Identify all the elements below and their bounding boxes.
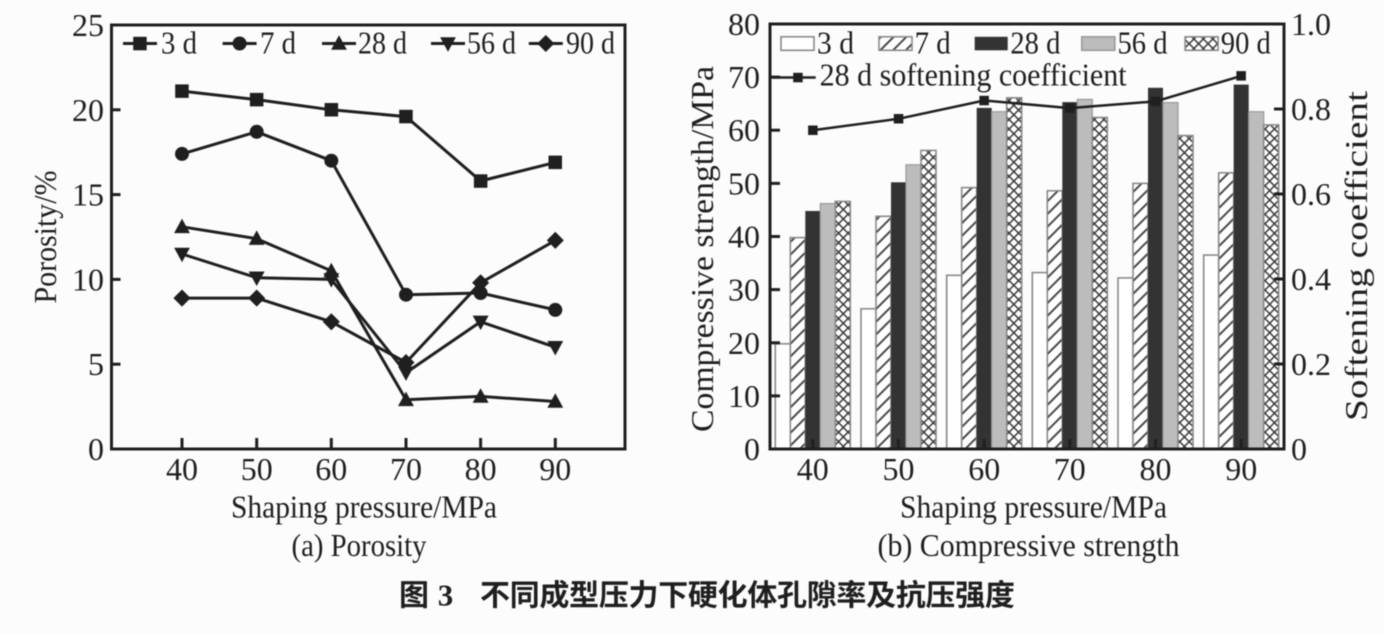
svg-text:3 d: 3 d bbox=[161, 25, 197, 61]
svg-text:70: 70 bbox=[1054, 451, 1086, 487]
svg-text:40: 40 bbox=[166, 451, 198, 487]
svg-text:30: 30 bbox=[728, 272, 760, 308]
svg-text:60: 60 bbox=[968, 451, 1000, 487]
svg-text:3: 3 bbox=[438, 578, 454, 613]
svg-text:60: 60 bbox=[315, 451, 347, 487]
svg-text:70: 70 bbox=[390, 451, 422, 487]
svg-text:90 d: 90 d bbox=[1221, 25, 1271, 61]
svg-text:7 d: 7 d bbox=[260, 25, 296, 61]
svg-text:0.4: 0.4 bbox=[1291, 261, 1331, 297]
svg-text:28 d softening coefficient: 28 d softening coefficient bbox=[820, 57, 1127, 93]
svg-text:90: 90 bbox=[539, 451, 571, 487]
svg-text:(a) Porosity: (a) Porosity bbox=[292, 527, 427, 563]
svg-text:25: 25 bbox=[72, 7, 104, 43]
svg-text:5: 5 bbox=[88, 346, 104, 382]
svg-text:(b) Compressive strength: (b) Compressive strength bbox=[878, 527, 1180, 563]
svg-text:0.6: 0.6 bbox=[1291, 176, 1331, 212]
svg-text:20: 20 bbox=[728, 325, 760, 361]
svg-text:56 d: 56 d bbox=[1118, 25, 1168, 61]
svg-text:60: 60 bbox=[728, 112, 760, 148]
svg-text:50: 50 bbox=[728, 165, 760, 201]
svg-text:3 d: 3 d bbox=[817, 25, 854, 61]
svg-text:80: 80 bbox=[465, 451, 497, 487]
svg-text:50: 50 bbox=[883, 451, 915, 487]
svg-text:28 d: 28 d bbox=[1010, 25, 1060, 61]
svg-text:50: 50 bbox=[241, 451, 273, 487]
svg-text:20: 20 bbox=[72, 92, 104, 128]
svg-text:15: 15 bbox=[72, 177, 104, 213]
svg-text:Shaping pressure/MPa: Shaping pressure/MPa bbox=[900, 489, 1167, 525]
svg-text:1.0: 1.0 bbox=[1291, 6, 1331, 42]
svg-text:70: 70 bbox=[728, 59, 760, 95]
svg-text:7 d: 7 d bbox=[915, 25, 951, 61]
svg-text:0: 0 bbox=[88, 431, 104, 467]
svg-text:90 d: 90 d bbox=[566, 25, 615, 61]
svg-text:80: 80 bbox=[1140, 451, 1172, 487]
svg-text:Shaping pressure/MPa: Shaping pressure/MPa bbox=[231, 489, 497, 525]
svg-text:0.2: 0.2 bbox=[1291, 346, 1331, 382]
svg-text:Compressive strength/MPa: Compressive strength/MPa bbox=[684, 66, 720, 432]
svg-text:Porosity/%: Porosity/% bbox=[27, 171, 63, 304]
svg-text:40: 40 bbox=[728, 219, 760, 255]
svg-text:0: 0 bbox=[744, 431, 760, 467]
svg-text:Softening coefficient: Softening coefficient bbox=[1338, 91, 1374, 421]
svg-text:56 d: 56 d bbox=[467, 25, 516, 61]
svg-text:10: 10 bbox=[72, 261, 104, 297]
svg-text:80: 80 bbox=[728, 6, 760, 42]
svg-text:28 d: 28 d bbox=[358, 25, 407, 61]
svg-text:0.8: 0.8 bbox=[1291, 91, 1331, 127]
svg-text:40: 40 bbox=[797, 451, 829, 487]
svg-text:0: 0 bbox=[1291, 431, 1307, 467]
svg-text:10: 10 bbox=[728, 378, 760, 414]
svg-text:90: 90 bbox=[1225, 451, 1257, 487]
